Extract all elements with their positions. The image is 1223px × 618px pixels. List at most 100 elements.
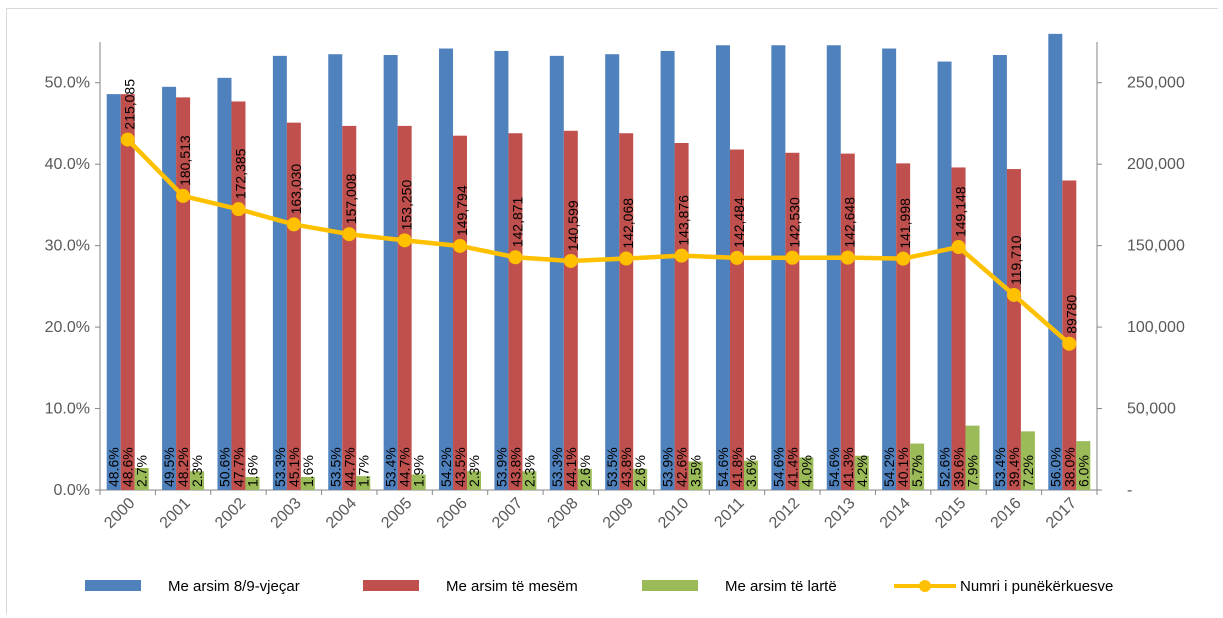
bar (563, 130, 578, 490)
bar-value-label: 7.2% (1020, 455, 1036, 487)
line-point (619, 251, 634, 266)
bar-value-label: 53.3% (549, 447, 565, 487)
y-right-tick-label: 200,000 (1127, 156, 1185, 173)
bar-value-label: 40.1% (895, 447, 911, 487)
bar-value-label: 54.6% (826, 447, 842, 487)
bar-value-label: 3.5% (688, 455, 704, 487)
bar (286, 122, 301, 490)
bar-value-label: 3.6% (743, 455, 759, 487)
line-value-label: 153,250 (399, 180, 415, 231)
bar-value-label: 2.7% (134, 455, 150, 487)
x-tick-label: 2000 (101, 495, 138, 532)
bar-value-label: 48.2% (175, 447, 191, 487)
bar (162, 86, 177, 491)
bar-value-label: 39.4% (1006, 447, 1022, 487)
y-left-tick-label: 40.0% (45, 156, 90, 173)
line-point (785, 250, 800, 265)
line-value-label: 149,794 (454, 185, 470, 236)
bar-value-label: 39.6% (951, 447, 967, 487)
x-tick-label: 2001 (157, 495, 194, 532)
bar (467, 471, 482, 490)
bar-value-label: 53.3% (272, 447, 288, 487)
x-tick-label: 2011 (711, 495, 747, 531)
bar (785, 152, 800, 490)
bar (439, 48, 454, 491)
bar-value-label: 2.3% (521, 455, 537, 487)
line-value-label: 119,710 (1008, 235, 1024, 285)
bar-value-label: 1.6% (244, 455, 260, 487)
bar-value-label: 54.6% (770, 447, 786, 487)
x-tick-label: 2017 (1043, 495, 1080, 532)
bar (106, 94, 121, 490)
bar (134, 468, 149, 490)
bar (633, 468, 648, 490)
bar (965, 425, 980, 490)
bar-value-label: 4.0% (798, 455, 814, 487)
line-point (231, 202, 246, 217)
line-point (342, 227, 357, 242)
bar (660, 50, 675, 491)
chart-frame (6, 8, 1218, 614)
bars (106, 33, 1091, 491)
bar (826, 45, 841, 491)
bar-value-label: 53.9% (493, 447, 509, 487)
bar-value-label: 38.0% (1061, 447, 1077, 487)
bar-value-label: 1.7% (355, 455, 371, 487)
bar (840, 153, 855, 491)
line-value-label: 140,599 (565, 200, 581, 251)
y-right-tick-label: 50,000 (1127, 401, 1176, 418)
line-point (951, 240, 966, 255)
bar-value-label: 1.9% (411, 455, 427, 487)
bar (300, 476, 315, 490)
line-point (563, 253, 578, 268)
bar-value-label: 53.5% (327, 447, 343, 487)
job-seekers-line (126, 138, 1071, 346)
x-tick-label: 2009 (600, 495, 637, 532)
bar-value-label: 1.6% (300, 455, 316, 487)
legend-swatch (642, 580, 698, 591)
bar-value-label: 44.1% (563, 447, 579, 487)
line-value-label: 157,008 (343, 173, 359, 224)
bar (1076, 441, 1091, 490)
bar-value-label: 43.5% (452, 447, 468, 487)
legend-label: Numri i punëkërkuesve (960, 578, 1113, 595)
bar (854, 455, 869, 490)
line-point (453, 238, 468, 253)
x-tick-label: 2005 (378, 495, 415, 532)
bar-value-label: 41.4% (784, 447, 800, 487)
bar-value-label: 4.2% (854, 455, 870, 487)
line-point (120, 132, 135, 147)
bar (771, 45, 786, 491)
bar (910, 443, 925, 490)
bar-value-label: 42.6% (674, 447, 690, 487)
bar-value-label: 47.7% (230, 447, 246, 487)
bar (190, 471, 205, 490)
y-right-tick-label: 150,000 (1127, 238, 1185, 255)
bar (799, 457, 814, 490)
line-value-label: 141,998 (897, 198, 913, 249)
line-value-label: 163,030 (288, 164, 304, 215)
bar (231, 101, 246, 490)
x-tick-label: 2015 (932, 495, 969, 532)
line-value-label: 215,085 (122, 79, 138, 130)
bar (328, 54, 343, 491)
bar (937, 61, 952, 490)
x-tick-label: 2012 (766, 495, 803, 532)
y-left-tick-label: 0.0% (54, 482, 90, 499)
legend-marker (919, 580, 931, 592)
bar-value-label: 2.6% (632, 455, 648, 487)
bar (272, 55, 287, 491)
bar (508, 133, 523, 490)
bar (522, 471, 537, 490)
bar-value-label: 53.4% (383, 447, 399, 487)
x-tick-label: 2003 (268, 495, 305, 532)
bar-value-label: 41.3% (840, 447, 856, 487)
bar (882, 48, 897, 491)
bar-value-label: 52.6% (937, 447, 953, 487)
line-point (176, 188, 191, 203)
bar-value-label: 53.4% (992, 447, 1008, 487)
bar-value-label: 2.6% (577, 455, 593, 487)
bar (411, 474, 426, 490)
bar (674, 143, 689, 490)
